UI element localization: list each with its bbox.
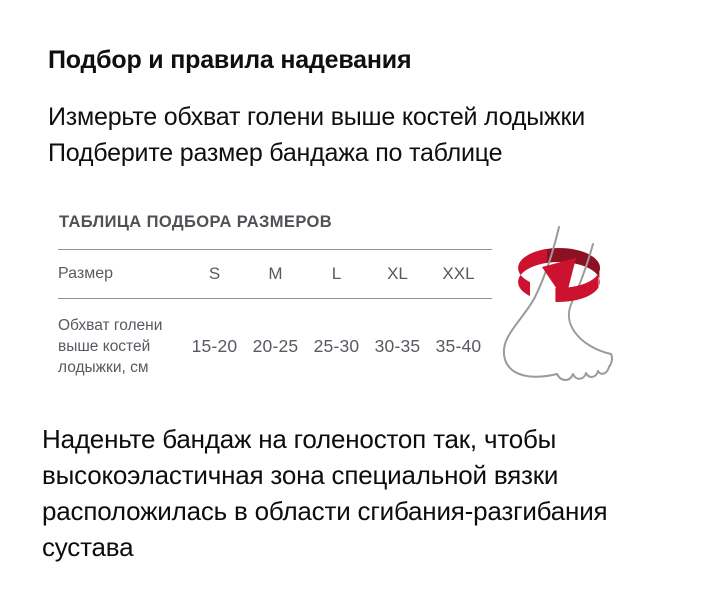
intro-line: Подберите размер бандажа по таблице [48,139,503,167]
row-label: Обхват голени выше костей лодыжки, см [58,317,163,376]
toes-outline [556,353,614,381]
band-left-shape [518,248,547,297]
range-cell: 15-20 [191,336,238,356]
intro-line: Измерьте обхват голени выше костей лодыж… [48,103,586,131]
size-cell: XXL [442,264,475,283]
size-cell: XL [387,264,408,283]
size-cell: L [331,264,342,283]
band-back-shape [545,247,601,286]
size-table-heading: ТАБЛИЦА ПОДБОРА РАЗМЕРОВ [59,213,333,231]
range-cell: 30-35 [374,336,421,356]
table-row-circumference: Обхват голени выше костей лодыжки, см 15… [58,298,492,384]
instruction-text: Наденьте бандаж на голеностоп так, чтобы… [42,421,608,565]
size-cell: M [268,264,283,283]
instruction-line: Наденьте бандаж на голеностоп так, чтобы [42,424,557,454]
size-cell: S [208,264,221,283]
range-cell: 25-30 [313,336,360,356]
foot-top-outline [567,243,612,355]
row-label: Размер [58,265,113,282]
intro-text: Измерьте обхват голени выше костей лодыж… [48,99,585,171]
instruction-line: высокоэластичная зона специальной вязки [42,460,559,490]
range-cell: 20-25 [252,336,299,356]
wrap-direction-arrowhead [542,258,576,301]
table-row-size: Размер S M L XL XXL [58,249,492,298]
size-selection-table: ТАБЛИЦА ПОДБОРА РАЗМЕРОВ Размер S M L XL… [58,212,492,384]
page-title: Подбор и правила надевания [48,45,412,74]
range-cell: 35-40 [435,336,482,356]
ankle-wrap-direction-icon [502,226,614,381]
instruction-line: расположилась в области сгибания-разгиба… [42,496,608,526]
instruction-line: сустава [42,532,134,562]
leg-foot-outline [502,226,560,378]
